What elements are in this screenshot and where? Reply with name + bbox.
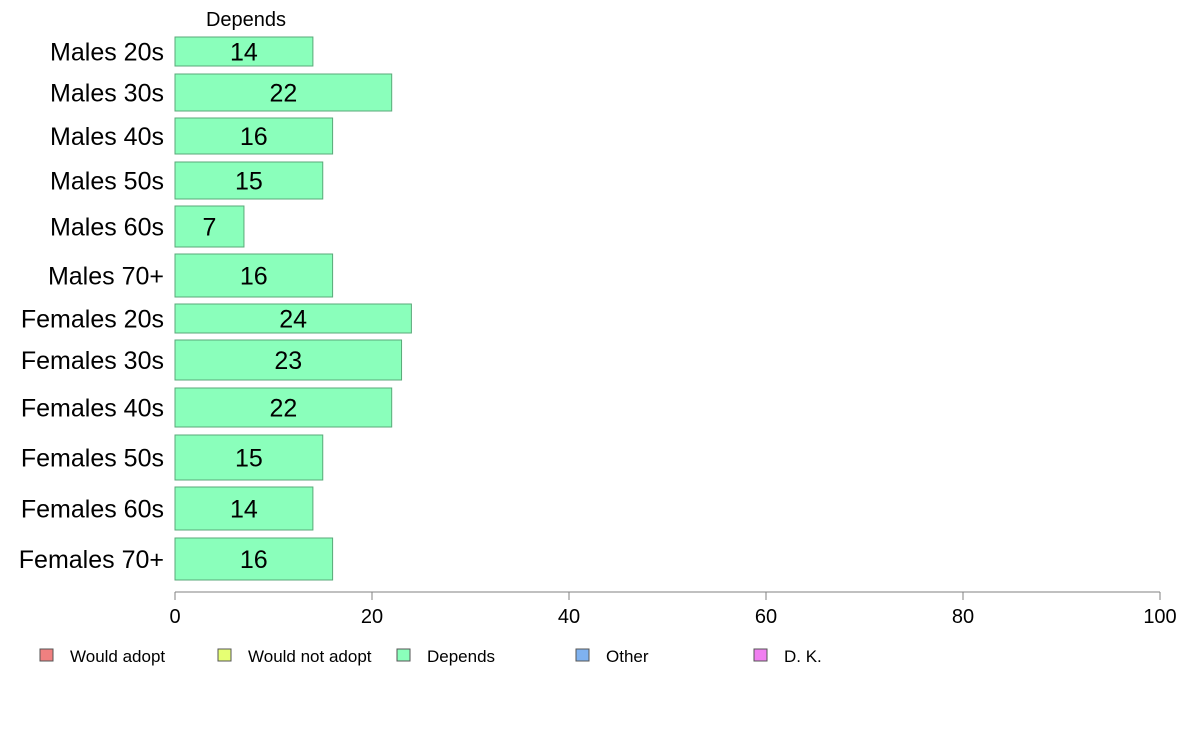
- category-label: Males 20s: [50, 39, 164, 67]
- bar: [174, 434, 324, 481]
- category-label: Females 20s: [21, 306, 164, 334]
- category-label: Males 30s: [50, 80, 164, 108]
- bar: [174, 161, 324, 200]
- bar: [174, 117, 334, 155]
- bar-value-label: 23: [274, 347, 302, 375]
- bar-value-label: 22: [269, 395, 297, 423]
- category-label: Females 50s: [21, 445, 164, 473]
- bar-value-label: 7: [203, 214, 217, 242]
- bar-value-label: 14: [230, 39, 258, 67]
- legend-swatch: [39, 648, 54, 662]
- bar: [174, 73, 393, 112]
- category-label: Males 70+: [48, 263, 164, 291]
- legend-label: Depends: [427, 647, 495, 666]
- category-label: Females 40s: [21, 395, 164, 423]
- bar-value-label: 15: [235, 445, 263, 473]
- legend-label: D. K.: [784, 647, 822, 666]
- legend-swatch: [217, 648, 232, 662]
- bar-value-label: 22: [269, 80, 297, 108]
- x-tick-label: 20: [361, 606, 383, 628]
- bars: Males 20s 14 Males 30s 22 Males 40s 16 Males 5…: [19, 36, 412, 581]
- category-label: Females 70+: [19, 546, 164, 574]
- legend-swatch: [575, 648, 590, 662]
- bar: [174, 486, 314, 531]
- bar: [174, 537, 334, 581]
- bar-value-label: 14: [230, 496, 258, 524]
- bar: [174, 205, 245, 248]
- x-tick-label: 100: [1143, 606, 1176, 628]
- category-label: Females 30s: [21, 347, 164, 375]
- category-label: Males 60s: [50, 214, 164, 242]
- x-tick-label: 80: [952, 606, 974, 628]
- bar: [174, 387, 393, 428]
- category-label: Males 40s: [50, 123, 164, 151]
- bar: [174, 253, 334, 298]
- x-tick-label: 40: [558, 606, 580, 628]
- legend-swatch: [753, 648, 768, 662]
- legend-label: Other: [606, 647, 649, 666]
- legend-label: Would not adopt: [248, 647, 372, 666]
- bar: [174, 36, 314, 67]
- x-tick-label: 60: [755, 606, 777, 628]
- bar-value-label: 16: [240, 123, 268, 151]
- category-label: Females 60s: [21, 496, 164, 524]
- category-label: Males 50s: [50, 168, 164, 196]
- bar-value-label: 15: [235, 168, 263, 196]
- bar-value-label: 16: [240, 263, 268, 291]
- bar: [174, 339, 403, 381]
- bar-value-label: 16: [240, 546, 268, 574]
- bar: [174, 303, 412, 334]
- legend-swatch: [396, 648, 411, 662]
- legend-label: Would adopt: [70, 647, 165, 666]
- x-axis: 0 20 40 60 80 100: [169, 591, 1177, 628]
- series-title: Depends: [206, 9, 286, 31]
- legend: Would adopt Would not adopt Depends Other D.…: [39, 647, 822, 666]
- bar-value-label: 24: [279, 306, 307, 334]
- x-tick-label: 0: [169, 606, 180, 628]
